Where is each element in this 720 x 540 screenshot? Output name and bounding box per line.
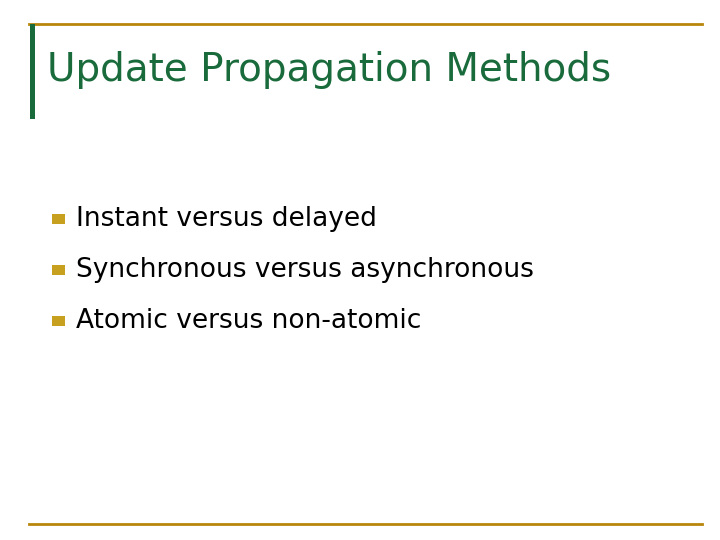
Text: Update Propagation Methods: Update Propagation Methods <box>47 51 611 89</box>
FancyBboxPatch shape <box>30 24 35 119</box>
Text: Synchronous versus asynchronous: Synchronous versus asynchronous <box>76 257 534 283</box>
Text: Instant versus delayed: Instant versus delayed <box>76 206 377 232</box>
FancyBboxPatch shape <box>52 316 65 326</box>
Text: Atomic versus non-atomic: Atomic versus non-atomic <box>76 308 421 334</box>
FancyBboxPatch shape <box>52 214 65 224</box>
FancyBboxPatch shape <box>52 265 65 275</box>
